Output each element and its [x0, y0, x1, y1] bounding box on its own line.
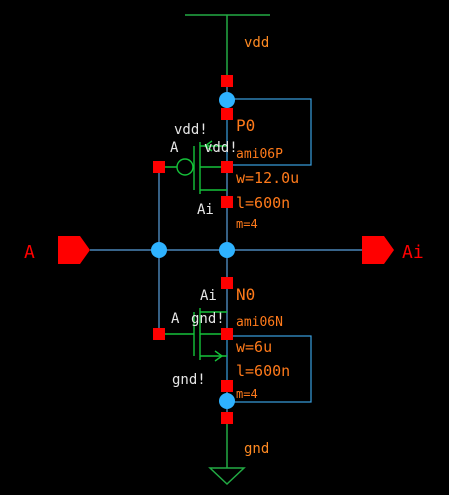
nmos-bulk-terminal — [221, 328, 233, 340]
gnd-supply: gnd — [208, 418, 269, 486]
nmos-arrow — [214, 350, 224, 362]
input-pin-label: A — [24, 242, 35, 263]
pmos-width: w=12.0u — [236, 169, 299, 187]
nmos-multiplier: m=4 — [236, 387, 258, 401]
nmos-source-terminal — [221, 380, 233, 392]
pmos-drain-net: Ai — [197, 202, 214, 218]
gnd-terminal-square — [221, 412, 233, 424]
gate-junction-dot — [151, 242, 167, 258]
pmos-selection-box — [226, 98, 312, 166]
nmos-selection-box — [226, 335, 312, 403]
nmos-gate-net: A — [171, 311, 180, 327]
pmos-drain-terminal — [221, 196, 233, 208]
pmos-arrow — [203, 140, 213, 152]
vdd-label: vdd — [244, 35, 269, 51]
nmos-width: w=6u — [236, 338, 272, 356]
output-pin-ai[interactable] — [362, 236, 394, 264]
junction-dots — [151, 92, 235, 409]
terminal-squares — [153, 75, 233, 424]
nmos-length: l=600n — [236, 362, 290, 380]
vdd-supply: vdd — [185, 14, 270, 80]
nmos-instance-name: N0 — [236, 285, 255, 304]
input-pin-a[interactable] — [58, 236, 90, 264]
nmos-source-net: gnd! — [172, 372, 206, 388]
gnd-junction-dot — [219, 393, 235, 409]
vdd-terminal-square — [221, 75, 233, 87]
pmos-instance-name: P0 — [236, 116, 255, 135]
pmos-multiplier: m=4 — [236, 217, 258, 231]
nmos-transistor — [159, 308, 227, 362]
nmos-bulk-net: gnd! — [191, 311, 225, 327]
vdd-junction-dot — [219, 92, 235, 108]
pmos-gate-terminal — [153, 161, 165, 173]
gnd-triangle — [208, 467, 246, 486]
output-pin-label: Ai — [402, 242, 424, 263]
nmos-drain-terminal — [221, 277, 233, 289]
pmos-bulk-net: vdd! — [174, 122, 208, 138]
nmos-model-name: ami06N — [236, 315, 283, 330]
nmos-gate-terminal — [153, 328, 165, 340]
pmos-length: l=600n — [236, 194, 290, 212]
pmos-source-terminal — [221, 108, 233, 120]
gnd-label: gnd — [244, 441, 269, 457]
pmos-source-net: vdd! — [204, 140, 238, 156]
nmos-drain-net: Ai — [200, 288, 217, 304]
pmos-gate-net: A — [170, 140, 179, 156]
pmos-model-name: ami06P — [236, 147, 283, 162]
output-junction-dot — [219, 242, 235, 258]
pmos-bulk-terminal — [221, 161, 233, 173]
